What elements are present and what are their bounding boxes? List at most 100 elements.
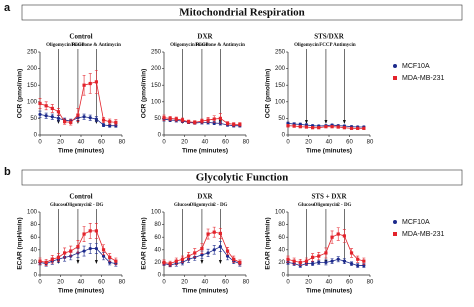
data-point	[82, 249, 86, 253]
data-point	[292, 259, 296, 263]
data-point	[342, 234, 346, 238]
data-point	[200, 119, 204, 123]
x-axis-label: Time (minutes)	[182, 148, 228, 155]
data-point	[187, 254, 191, 258]
data-point	[324, 125, 328, 129]
data-point	[218, 231, 222, 236]
data-point	[101, 118, 106, 122]
x-tick-label: 20	[181, 140, 188, 146]
data-point	[108, 120, 112, 124]
data-point	[44, 104, 48, 108]
x-tick-label: 80	[243, 280, 250, 286]
y-tick-label: 200	[151, 66, 162, 72]
annotation: Glucose	[50, 203, 68, 208]
data-point	[304, 259, 309, 263]
data-point	[108, 124, 112, 128]
data-point	[330, 125, 334, 129]
data-point	[108, 260, 112, 264]
y-axis-label: OCR (pmol/min)	[265, 69, 272, 118]
x-tick-label: 80	[367, 280, 374, 286]
arrow-head	[342, 120, 346, 124]
data-point	[76, 113, 80, 117]
y-tick-label: 50	[278, 116, 285, 122]
x-tick-label: 40	[78, 140, 85, 146]
data-point	[101, 248, 106, 252]
data-point	[82, 232, 86, 236]
data-point	[206, 232, 210, 236]
y-tick-label: 100	[275, 99, 286, 105]
x-tick-label: 80	[119, 140, 126, 146]
y-tick-label: 20	[154, 260, 161, 266]
arrow-head	[304, 120, 308, 124]
annotation: 2 - DG	[337, 203, 351, 208]
data-point	[232, 257, 236, 261]
x-tick-label: 60	[346, 280, 353, 286]
y-tick-label: 80	[30, 222, 37, 228]
data-point	[108, 255, 112, 259]
annotation: Oligomycin	[294, 43, 319, 48]
data-point	[356, 257, 360, 261]
data-point	[63, 251, 67, 255]
data-point	[69, 249, 73, 253]
legend-label: MDA-MB-231	[402, 75, 445, 82]
data-point	[94, 246, 98, 251]
y-tick-label: 100	[151, 99, 162, 105]
legend-label: MCF10A	[402, 219, 430, 226]
x-tick-label: 20	[305, 280, 312, 286]
x-tick-label: 60	[222, 280, 229, 286]
data-point	[114, 120, 118, 124]
data-point	[292, 124, 296, 128]
x-axis-label: Time (minutes)	[58, 288, 104, 295]
data-point	[238, 260, 242, 264]
legend-swatch	[393, 76, 397, 80]
y-tick-label: 40	[30, 247, 37, 253]
data-point	[94, 80, 98, 84]
data-point	[44, 260, 48, 264]
y-tick-label: 150	[151, 83, 162, 89]
data-point	[311, 255, 315, 259]
data-point	[76, 245, 80, 249]
data-point	[56, 110, 61, 114]
data-point	[174, 117, 178, 121]
y-tick-label: 250	[27, 50, 38, 56]
data-point	[38, 112, 42, 117]
data-point	[324, 251, 328, 255]
y-tick-label: 100	[151, 210, 162, 216]
data-point	[356, 126, 360, 130]
y-tick-label: 20	[278, 260, 285, 266]
data-point	[82, 115, 86, 119]
x-tick-label: 80	[367, 140, 374, 146]
y-tick-label: 250	[275, 50, 286, 56]
x-axis-label: Time (minutes)	[182, 288, 228, 295]
section-box	[21, 4, 463, 21]
annotation: Rotenone & Antimycin	[196, 43, 245, 48]
data-point	[286, 257, 290, 261]
arrow-head	[324, 120, 328, 124]
data-point	[63, 120, 67, 124]
data-point	[218, 116, 222, 120]
y-tick-label: 60	[154, 235, 161, 241]
data-point	[212, 117, 216, 121]
x-tick-label: 20	[57, 140, 64, 146]
data-point	[56, 255, 61, 259]
annotation: Oligomycin	[170, 43, 195, 48]
y-tick-label: 0	[34, 133, 38, 139]
panel-title: STS + DXR	[311, 193, 347, 201]
data-point	[168, 116, 172, 120]
data-point	[330, 235, 334, 239]
data-point	[168, 262, 172, 266]
data-point	[304, 125, 309, 129]
data-point	[162, 116, 166, 120]
x-tick-label: 0	[38, 280, 42, 286]
panel-letter: b	[4, 166, 11, 178]
y-tick-label: 0	[158, 133, 162, 139]
data-point	[342, 126, 346, 130]
y-axis-label: ECAR (mpH/min)	[265, 217, 272, 269]
annotation: 2 - DG	[213, 203, 227, 208]
data-point	[336, 257, 340, 261]
y-tick-label: 0	[34, 273, 38, 279]
x-axis-label: Time (minutes)	[306, 288, 352, 295]
annotation: FCCP	[195, 43, 208, 48]
annotation: FCCP	[71, 43, 84, 48]
